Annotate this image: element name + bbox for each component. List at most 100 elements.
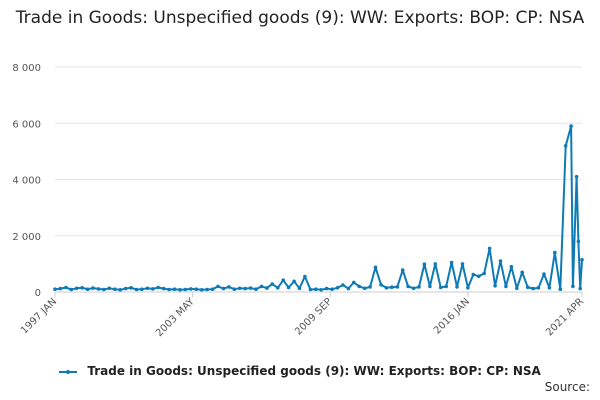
data-point[interactable] xyxy=(466,286,470,290)
data-point[interactable] xyxy=(574,174,579,179)
legend[interactable]: Trade in Goods: Unspecified goods (9): W… xyxy=(0,364,600,378)
data-point[interactable] xyxy=(487,246,492,251)
data-point[interactable] xyxy=(80,286,84,290)
data-point[interactable] xyxy=(183,287,188,292)
data-point[interactable] xyxy=(308,287,313,292)
data-point[interactable] xyxy=(477,274,481,279)
data-point[interactable] xyxy=(232,287,237,292)
data-point[interactable] xyxy=(553,250,557,255)
data-point[interactable] xyxy=(324,286,329,291)
data-point[interactable] xyxy=(390,285,394,290)
data-point[interactable] xyxy=(167,287,171,292)
data-point[interactable] xyxy=(330,287,334,292)
data-point[interactable] xyxy=(161,286,166,291)
data-point[interactable] xyxy=(455,285,459,289)
data-point[interactable] xyxy=(314,287,318,292)
data-point[interactable] xyxy=(352,280,356,285)
data-point[interactable] xyxy=(542,272,546,276)
data-point[interactable] xyxy=(172,287,177,292)
data-point[interactable] xyxy=(107,286,112,291)
data-point[interactable] xyxy=(276,286,280,290)
data-point[interactable] xyxy=(493,284,497,288)
data-point[interactable] xyxy=(303,274,307,279)
data-point[interactable] xyxy=(395,285,400,289)
data-point[interactable] xyxy=(259,284,264,289)
data-point[interactable] xyxy=(237,286,242,291)
data-point[interactable] xyxy=(520,270,524,275)
data-point[interactable] xyxy=(58,286,63,291)
data-point[interactable] xyxy=(341,283,345,287)
data-point[interactable] xyxy=(205,287,209,292)
data-point[interactable] xyxy=(346,286,351,291)
data-point[interactable] xyxy=(210,287,215,292)
data-point[interactable] xyxy=(221,286,226,291)
data-point[interactable] xyxy=(428,284,432,289)
data-point[interactable] xyxy=(194,287,199,292)
data-point[interactable] xyxy=(406,284,410,289)
data-point[interactable] xyxy=(189,287,193,291)
data-point[interactable] xyxy=(504,284,508,289)
data-point[interactable] xyxy=(129,286,133,290)
data-point[interactable] xyxy=(118,288,122,292)
data-point[interactable] xyxy=(297,286,302,291)
data-point[interactable] xyxy=(569,124,573,128)
data-point[interactable] xyxy=(525,285,530,290)
data-point[interactable] xyxy=(384,286,389,290)
data-point[interactable] xyxy=(91,286,95,290)
data-point[interactable] xyxy=(433,262,438,266)
data-point[interactable] xyxy=(411,286,416,291)
data-point[interactable] xyxy=(74,286,79,291)
data-point[interactable] xyxy=(243,286,247,291)
data-point[interactable] xyxy=(319,288,324,292)
data-point[interactable] xyxy=(156,285,160,290)
data-point[interactable] xyxy=(580,257,584,262)
data-point[interactable] xyxy=(531,286,535,291)
data-point[interactable] xyxy=(471,272,476,277)
data-point[interactable] xyxy=(199,288,204,292)
data-point[interactable] xyxy=(536,286,541,290)
data-point[interactable] xyxy=(400,268,405,272)
data-point[interactable] xyxy=(578,286,582,291)
data-point[interactable] xyxy=(53,287,57,292)
data-point[interactable] xyxy=(357,284,362,289)
data-point[interactable] xyxy=(368,285,372,289)
data-point[interactable] xyxy=(460,262,465,266)
data-point[interactable] xyxy=(64,285,68,290)
data-point[interactable] xyxy=(227,285,231,289)
data-point[interactable] xyxy=(123,286,128,291)
data-point[interactable] xyxy=(265,286,269,290)
data-point[interactable] xyxy=(96,287,101,291)
data-point[interactable] xyxy=(509,264,514,269)
data-point[interactable] xyxy=(248,286,253,290)
data-point[interactable] xyxy=(178,288,182,292)
data-point[interactable] xyxy=(498,259,503,263)
data-point[interactable] xyxy=(134,287,139,292)
data-point[interactable] xyxy=(515,286,519,291)
data-point[interactable] xyxy=(449,260,454,265)
data-point[interactable] xyxy=(422,262,427,267)
data-point[interactable] xyxy=(373,265,378,270)
data-point[interactable] xyxy=(362,286,367,291)
data-point[interactable] xyxy=(438,285,443,290)
data-point[interactable] xyxy=(558,287,563,292)
data-point[interactable] xyxy=(113,287,117,292)
data-point[interactable] xyxy=(547,286,552,290)
data-point[interactable] xyxy=(281,278,286,283)
data-point[interactable] xyxy=(576,239,581,244)
data-point[interactable] xyxy=(482,271,487,276)
data-point[interactable] xyxy=(571,284,575,289)
data-point[interactable] xyxy=(102,287,106,292)
data-point[interactable] xyxy=(145,286,150,291)
data-point[interactable] xyxy=(151,287,155,291)
data-point[interactable] xyxy=(270,282,275,286)
data-point[interactable] xyxy=(379,282,383,287)
data-point[interactable] xyxy=(417,285,421,289)
data-point[interactable] xyxy=(69,287,74,292)
data-point[interactable] xyxy=(335,286,340,290)
data-point[interactable] xyxy=(563,144,568,148)
data-point[interactable] xyxy=(292,279,296,284)
data-point[interactable] xyxy=(85,287,90,292)
data-point[interactable] xyxy=(216,284,220,289)
data-point[interactable] xyxy=(254,287,258,292)
data-point[interactable] xyxy=(286,285,291,290)
